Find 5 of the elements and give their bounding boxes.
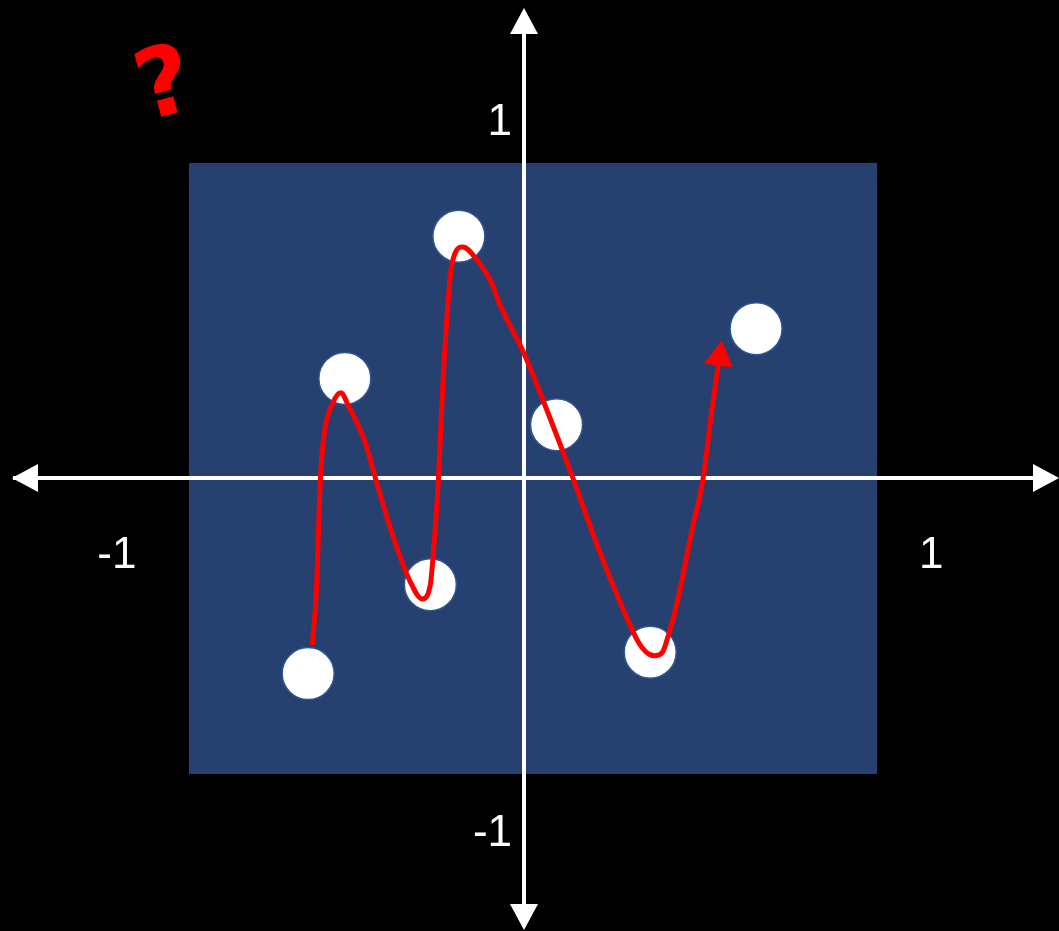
point bbox=[281, 646, 335, 701]
point bbox=[432, 209, 486, 263]
annotation: ? bbox=[122, 20, 206, 144]
point bbox=[729, 301, 783, 356]
point bbox=[318, 351, 372, 406]
